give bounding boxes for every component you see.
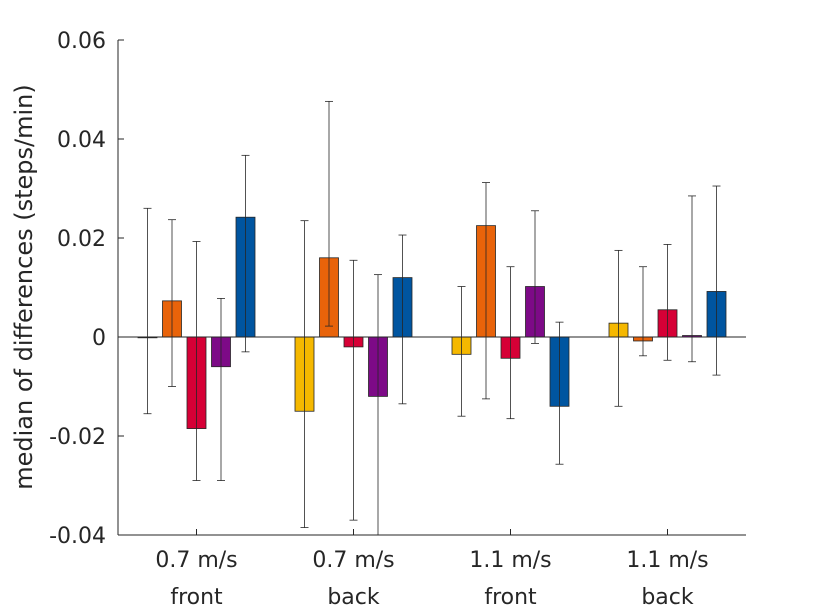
bars-group: [137, 216, 727, 429]
error-bar-series5-cat1: [241, 154, 250, 353]
error-bar-series3-cat4: [663, 244, 672, 361]
error-bar-series2-cat1: [168, 219, 176, 387]
error-bars-group: [143, 100, 721, 536]
y-tick-label: -0.04: [49, 524, 106, 549]
error-bar-series1-cat4: [614, 249, 623, 407]
x-tick-label-line2: front: [170, 585, 223, 610]
error-bar-series3-cat3: [506, 266, 515, 420]
error-bar-series1-cat3: [457, 286, 466, 417]
x-tick-label-line1: 0.7 m/s: [155, 548, 237, 573]
error-bar-series3-cat1: [192, 241, 201, 481]
y-axis-title: median of differences (steps/min): [10, 84, 38, 489]
y-tick-label: 0.02: [57, 227, 106, 252]
axes-group: -0.04 -0.02 0 0.02 0.04 0.06 0.7 m/s front 0.7 m…: [49, 29, 746, 610]
y-tick-label: 0: [92, 326, 106, 351]
error-bar-series5-cat4: [712, 185, 721, 376]
error-bar-series4-cat2: [374, 274, 382, 536]
x-tick-label-line1: 1.1 m/s: [626, 548, 708, 573]
error-bar-series2-cat4: [639, 266, 647, 357]
error-bar-series4-cat4: [688, 195, 696, 363]
error-bar-series3-cat2: [349, 259, 358, 521]
error-bar-series2-cat3: [482, 182, 490, 400]
error-bar-series1-cat1: [143, 207, 152, 415]
error-bar-series5-cat3: [555, 321, 564, 465]
error-bar-series1-cat2: [300, 220, 309, 528]
error-bar-series4-cat1: [217, 297, 225, 481]
x-tick-label-line2: front: [484, 585, 537, 610]
error-bar-series2-cat2: [325, 100, 333, 327]
x-tick-label-line1: 1.1 m/s: [469, 548, 551, 573]
error-bar-series5-cat2: [398, 234, 407, 405]
x-tick-label-line2: back: [641, 585, 694, 610]
x-tick-label-line2: back: [327, 585, 380, 610]
error-bar-series4-cat3: [531, 210, 539, 344]
y-tick-label: -0.02: [49, 425, 106, 450]
y-tick-label: 0.06: [57, 29, 106, 54]
x-tick-label-line1: 0.7 m/s: [312, 548, 394, 573]
y-tick-label: 0.04: [57, 128, 106, 153]
